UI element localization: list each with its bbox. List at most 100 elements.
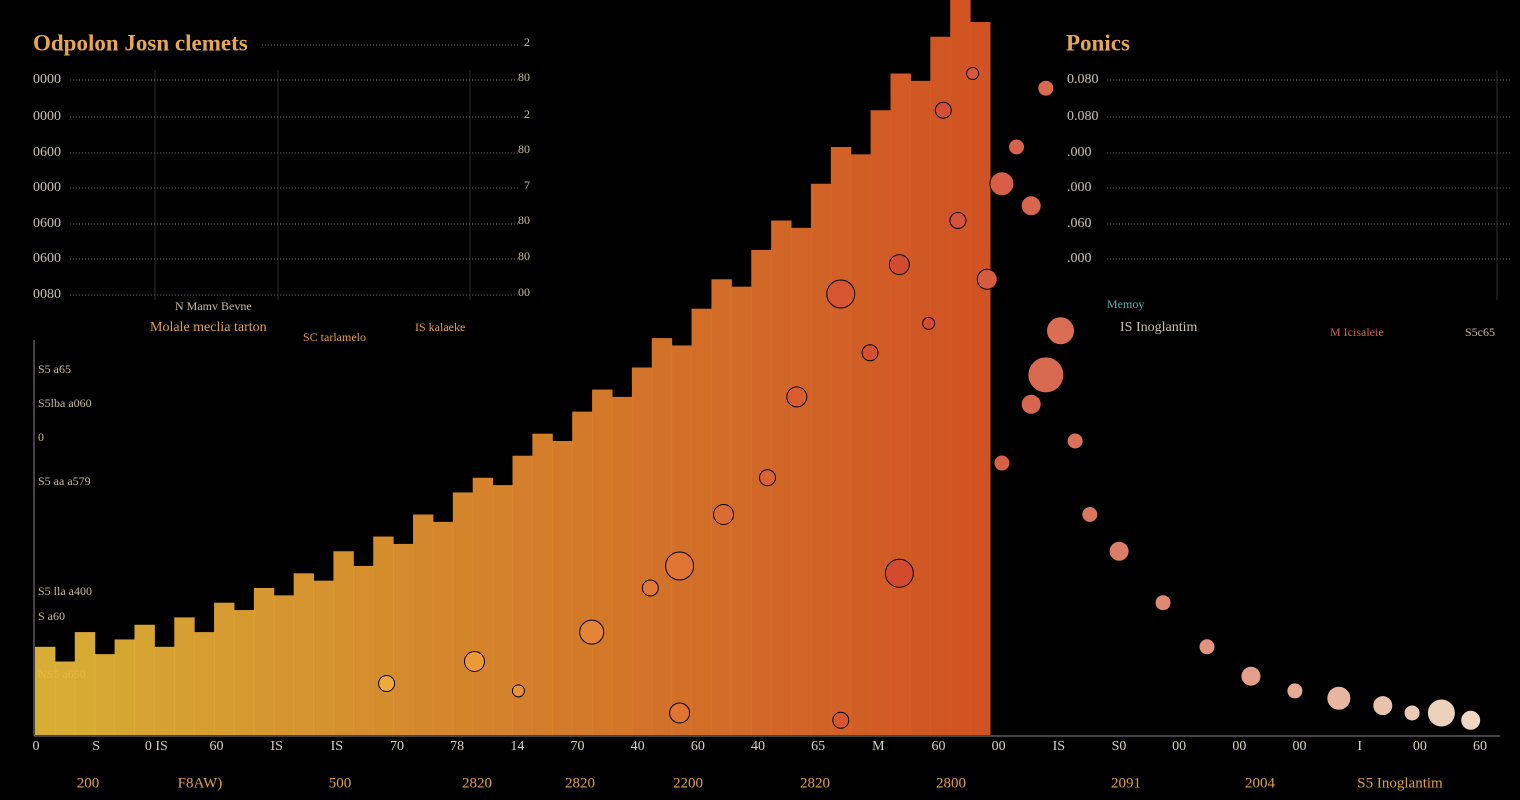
x-axis-label: 200 bbox=[77, 775, 100, 791]
right-panel-title: Ponics bbox=[1066, 30, 1130, 55]
bar bbox=[393, 543, 414, 735]
x-tick-label: 0 IS bbox=[145, 739, 168, 754]
x-tick-label: 60 bbox=[691, 739, 705, 754]
left-panel-title: Odpolon Josn clemets bbox=[33, 30, 248, 55]
bar bbox=[74, 632, 96, 735]
bar bbox=[930, 36, 951, 735]
bar bbox=[35, 646, 56, 735]
x-axis-label: 500 bbox=[329, 775, 352, 791]
bar bbox=[154, 646, 175, 735]
y-tick-label: S5lba a060 bbox=[38, 396, 92, 410]
bar bbox=[572, 411, 593, 735]
right-tick-label: 80 bbox=[518, 213, 530, 227]
right-tick-label: 2 bbox=[524, 107, 530, 121]
bubble bbox=[832, 711, 850, 729]
right-tick-label: 80 bbox=[518, 249, 530, 263]
legend-label: S5c65 bbox=[1465, 325, 1495, 339]
bar bbox=[472, 477, 494, 735]
left-tick-label: 0.080 bbox=[1067, 72, 1099, 87]
x-tick-label: 00 bbox=[1293, 739, 1307, 754]
bubble bbox=[993, 454, 1011, 472]
x-tick-label: 00 bbox=[1172, 739, 1186, 754]
legend-label: Molale meclia tarton bbox=[150, 320, 267, 335]
x-tick-label: IS bbox=[270, 739, 282, 754]
x-tick-label: 60 bbox=[932, 739, 946, 754]
bar bbox=[253, 588, 275, 735]
bar bbox=[413, 514, 434, 735]
bar bbox=[810, 183, 832, 735]
right-tick-label: 2 bbox=[524, 35, 530, 49]
left-tick-label: .060 bbox=[1067, 216, 1092, 231]
bubble bbox=[922, 316, 936, 330]
x-tick-label: 70 bbox=[571, 739, 585, 754]
bar bbox=[432, 521, 454, 735]
bar bbox=[671, 345, 693, 735]
bar bbox=[512, 455, 533, 735]
x-axis-label: 2200 bbox=[673, 775, 703, 791]
x-tick-label: 14 bbox=[510, 739, 524, 754]
bubble bbox=[378, 675, 396, 693]
bar bbox=[293, 573, 315, 735]
bar bbox=[631, 367, 653, 735]
bubble bbox=[1046, 316, 1075, 346]
x-tick-label: I bbox=[1357, 739, 1362, 754]
x-axis-label: 2820 bbox=[565, 775, 595, 791]
bar bbox=[552, 441, 573, 735]
y-tick-label: 0 bbox=[38, 430, 44, 444]
legend-label: N Mamv Bevne bbox=[175, 299, 252, 313]
bubble bbox=[1037, 79, 1055, 97]
x-tick-label: 40 bbox=[631, 739, 645, 754]
bubble bbox=[1008, 138, 1026, 156]
x-tick-label: IS bbox=[1053, 739, 1065, 754]
bubble bbox=[949, 212, 967, 229]
bar bbox=[214, 602, 235, 735]
bar bbox=[353, 565, 374, 735]
bar bbox=[194, 632, 215, 735]
bubble bbox=[713, 504, 735, 525]
x-axis-label: 2820 bbox=[462, 775, 492, 791]
bar bbox=[651, 338, 673, 735]
bubble bbox=[1198, 638, 1216, 656]
left-tick-label: .000 bbox=[1067, 180, 1092, 195]
x-tick-label: 00 bbox=[1232, 739, 1246, 754]
bar bbox=[54, 661, 76, 735]
bar bbox=[94, 654, 116, 735]
bubble bbox=[1240, 665, 1262, 687]
bar bbox=[771, 220, 792, 735]
bar bbox=[751, 249, 772, 735]
right-tick-label: 00 bbox=[518, 285, 530, 299]
bubble bbox=[826, 279, 856, 309]
bubble bbox=[511, 684, 525, 698]
bar bbox=[910, 80, 931, 736]
bubble bbox=[1020, 195, 1042, 217]
bubble bbox=[1020, 393, 1042, 415]
right-tick-label: 80 bbox=[518, 142, 530, 156]
bar bbox=[890, 73, 911, 735]
x-tick-label: 00 bbox=[1413, 739, 1427, 754]
x-tick-label: S bbox=[92, 739, 100, 754]
x-tick-label: 70 bbox=[390, 739, 404, 754]
left-tick-label: 0000 bbox=[33, 109, 61, 124]
bubble bbox=[1108, 540, 1130, 562]
bar bbox=[233, 610, 255, 735]
bubble bbox=[884, 558, 914, 588]
x-tick-label: S0 bbox=[1112, 739, 1127, 754]
x-tick-label: 40 bbox=[751, 739, 765, 754]
bar bbox=[791, 227, 812, 735]
x-axis-label: 2004 bbox=[1245, 775, 1276, 791]
bubble bbox=[1460, 709, 1482, 731]
y-tick-label: S a60 bbox=[38, 609, 65, 623]
bar bbox=[950, 0, 971, 735]
x-axis-label: F8AW) bbox=[178, 775, 223, 791]
bar bbox=[830, 147, 852, 735]
bubble bbox=[934, 101, 952, 119]
left-tick-label: 0.080 bbox=[1067, 109, 1099, 124]
bar bbox=[532, 433, 553, 735]
left-tick-label: 0600 bbox=[33, 145, 61, 160]
bubble bbox=[1066, 432, 1084, 450]
bubble bbox=[1027, 356, 1065, 394]
left-tick-label: 0000 bbox=[33, 72, 61, 87]
bar bbox=[592, 389, 613, 735]
